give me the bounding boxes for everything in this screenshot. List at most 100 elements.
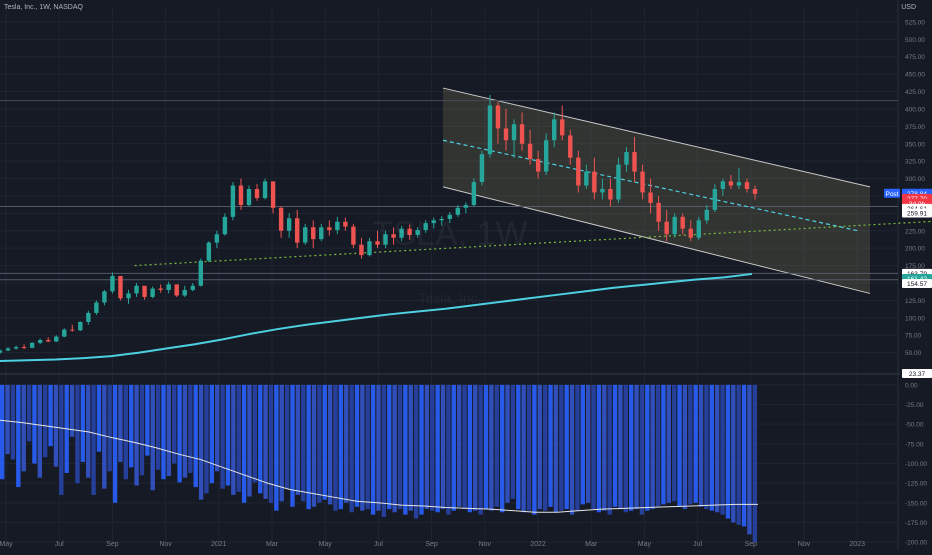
candle-body bbox=[230, 185, 236, 217]
histogram-bar bbox=[220, 384, 225, 489]
price-tick-label: 475.00 bbox=[905, 54, 925, 61]
histogram-bar bbox=[112, 384, 118, 503]
price-tick-label: 100.00 bbox=[905, 315, 925, 322]
price-tick-label: 50.00 bbox=[905, 350, 922, 357]
candle-body bbox=[391, 234, 396, 238]
x-tick-label: May bbox=[0, 541, 13, 548]
histogram-bar bbox=[166, 384, 172, 477]
candle-body bbox=[86, 312, 91, 322]
histogram-bar bbox=[333, 384, 338, 511]
histogram-bar bbox=[473, 384, 478, 511]
candle-body bbox=[535, 159, 541, 172]
histogram-bar bbox=[510, 384, 516, 499]
price-tick-label: 325.00 bbox=[905, 159, 925, 166]
candle-body bbox=[592, 171, 597, 193]
price-label-text: Post bbox=[885, 191, 898, 198]
axis-layer: May Jul Sep Nov 2021 Mar May Jul Sep Nov 2022 Mar Ma… bbox=[0, 19, 932, 548]
histogram-bar bbox=[370, 384, 376, 515]
candle-body bbox=[118, 276, 123, 299]
histogram-bar bbox=[467, 384, 473, 513]
price-label-text: 154.57 bbox=[907, 281, 927, 288]
candle-body bbox=[399, 228, 404, 238]
x-tick-label: Jul bbox=[374, 541, 383, 548]
candle-body bbox=[696, 220, 701, 238]
price-label-badge bbox=[902, 278, 932, 288]
histogram-bar bbox=[241, 384, 247, 503]
histogram-bar bbox=[596, 384, 602, 513]
candle-body bbox=[752, 189, 758, 194]
histogram-bar bbox=[548, 384, 553, 507]
histogram-bar bbox=[451, 384, 456, 511]
candle-body bbox=[688, 228, 693, 238]
histogram-bar bbox=[564, 384, 569, 510]
price-label-badge bbox=[902, 208, 932, 218]
histogram-bar bbox=[591, 384, 596, 510]
candle-body bbox=[672, 216, 677, 235]
channel-lower-line bbox=[442, 186, 871, 294]
oscillator-panel[interactable] bbox=[0, 384, 758, 543]
histogram-bar bbox=[268, 384, 274, 503]
candle-body bbox=[423, 223, 428, 231]
histogram-bar bbox=[478, 384, 483, 515]
histogram-bar bbox=[59, 384, 64, 495]
histogram-bar bbox=[709, 384, 714, 511]
osc-badge-text: 23.37 bbox=[909, 371, 926, 378]
histogram-bar bbox=[704, 384, 709, 510]
histogram-bar bbox=[26, 384, 32, 442]
histogram-bar bbox=[655, 384, 661, 507]
histogram-bar bbox=[279, 384, 284, 502]
histogram-bar bbox=[198, 384, 204, 500]
candle-body bbox=[0, 350, 3, 353]
histogram-bar bbox=[96, 384, 102, 452]
histogram-bar bbox=[747, 384, 752, 535]
x-tick-label: Jul bbox=[55, 541, 64, 548]
osc-tick-label: -100.00 bbox=[905, 461, 927, 468]
histogram-bar bbox=[585, 384, 591, 503]
histogram-bar bbox=[634, 384, 639, 510]
histogram-bar bbox=[397, 384, 403, 510]
trendline bbox=[134, 220, 932, 267]
histogram-bar bbox=[193, 384, 198, 488]
price-chart[interactable] bbox=[0, 87, 932, 362]
candle-body bbox=[222, 216, 228, 235]
histogram-bar bbox=[145, 384, 150, 456]
candle-body bbox=[495, 105, 501, 129]
histogram-bar bbox=[736, 384, 741, 525]
histogram-bar bbox=[338, 384, 344, 510]
histogram-bar bbox=[462, 384, 467, 510]
candle-body bbox=[278, 207, 284, 231]
candle-body bbox=[182, 289, 187, 296]
candle-body bbox=[294, 218, 300, 243]
histogram-bar bbox=[317, 384, 322, 503]
histogram-bar bbox=[494, 384, 499, 507]
candle-body bbox=[568, 135, 573, 158]
histogram-bar bbox=[381, 384, 387, 517]
candle-body bbox=[479, 154, 485, 183]
candle-body bbox=[600, 189, 605, 193]
candle-body bbox=[166, 284, 171, 290]
histogram-bar bbox=[5, 384, 10, 455]
x-tick-label: Jul bbox=[693, 541, 702, 548]
histogram-bar bbox=[354, 384, 360, 507]
histogram-bar bbox=[69, 384, 75, 437]
osc-tick-label: -200.00 bbox=[905, 540, 927, 547]
candle-body bbox=[656, 202, 661, 222]
histogram-bar bbox=[204, 384, 209, 494]
histogram-bar bbox=[731, 384, 736, 523]
histogram-bar bbox=[16, 384, 21, 488]
histogram-bar bbox=[623, 384, 628, 513]
histogram-bar bbox=[387, 384, 392, 510]
osc-tick-label: -150.00 bbox=[905, 500, 927, 507]
histogram-bar bbox=[53, 384, 59, 467]
histogram-bar bbox=[134, 384, 139, 486]
currency-label: USD bbox=[901, 4, 916, 11]
histogram-bar bbox=[424, 384, 430, 510]
candle-body bbox=[254, 189, 260, 199]
candle-body bbox=[335, 221, 340, 231]
histogram-bar bbox=[290, 384, 295, 507]
histogram-bar bbox=[628, 384, 634, 511]
candle-body bbox=[704, 209, 710, 221]
x-tick-label: Sep bbox=[106, 541, 119, 548]
histogram-bar bbox=[306, 384, 311, 510]
